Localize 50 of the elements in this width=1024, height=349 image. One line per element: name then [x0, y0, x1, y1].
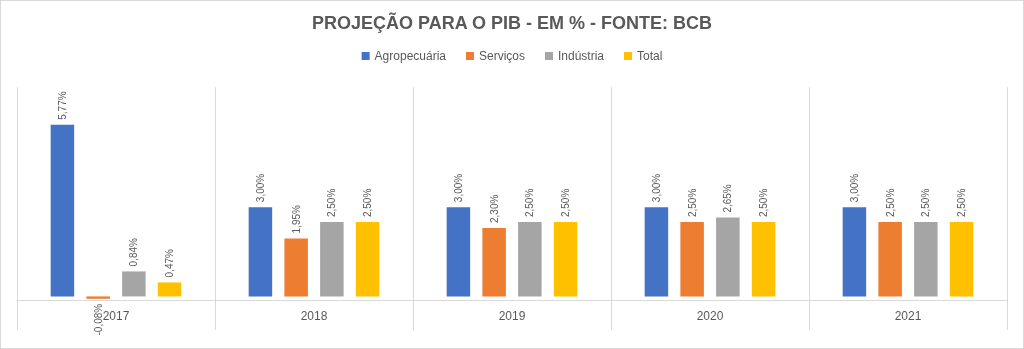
- legend-label: Agropecuária: [374, 49, 447, 63]
- bar: [842, 207, 867, 297]
- data-label: 3,00%: [452, 173, 464, 203]
- bar: [644, 207, 669, 297]
- bar: [446, 207, 471, 297]
- bar: [248, 207, 273, 297]
- bar: [553, 222, 578, 297]
- data-label: -0,08%: [92, 303, 104, 336]
- bar: [680, 222, 704, 297]
- x-tick-label: 2020: [696, 309, 724, 323]
- bar: [878, 222, 902, 297]
- x-tick-label: 2018: [300, 309, 328, 323]
- bar: [949, 222, 974, 297]
- bar: [50, 124, 75, 297]
- data-label: 0,84%: [128, 237, 140, 267]
- x-tick-label: 2021: [894, 309, 922, 323]
- data-label: 2,50%: [560, 188, 572, 218]
- data-label: 2,65%: [722, 184, 734, 213]
- chart-title: PROJEÇÃO PARA O PIB - EM % - FONTE: BCB: [311, 12, 713, 33]
- data-label: 3,00%: [254, 173, 266, 203]
- bar: [716, 217, 740, 297]
- data-label: 2,50%: [326, 188, 338, 218]
- bar: [355, 222, 380, 297]
- x-tick-label: 2019: [498, 309, 526, 323]
- bar: [157, 282, 182, 297]
- data-label: 3,00%: [848, 173, 860, 203]
- data-label: 2,50%: [920, 188, 932, 218]
- data-label: 2,50%: [758, 188, 770, 218]
- data-label: 2,50%: [686, 188, 698, 218]
- legend-label: Total: [637, 49, 663, 63]
- legend-label: Indústria: [558, 49, 605, 63]
- data-label: 2,50%: [884, 188, 896, 218]
- bar: [914, 222, 938, 297]
- bar: [320, 222, 344, 297]
- x-tick-label: 2017: [102, 309, 130, 323]
- data-label: 1,95%: [290, 204, 302, 234]
- data-label: 5,77%: [56, 91, 68, 120]
- bar: [518, 222, 542, 297]
- legend-label: Serviços: [479, 49, 526, 63]
- data-label: 3,00%: [650, 173, 662, 203]
- bar: [122, 271, 146, 297]
- data-label: 2,50%: [362, 188, 374, 218]
- data-label: 0,47%: [164, 248, 176, 278]
- bar: [284, 238, 308, 297]
- data-label: 2,30%: [488, 194, 500, 223]
- data-label: 2,50%: [956, 188, 968, 218]
- bar: [86, 296, 110, 299]
- bar: [751, 222, 776, 297]
- data-label: 2,50%: [524, 188, 536, 218]
- bar: [482, 228, 506, 297]
